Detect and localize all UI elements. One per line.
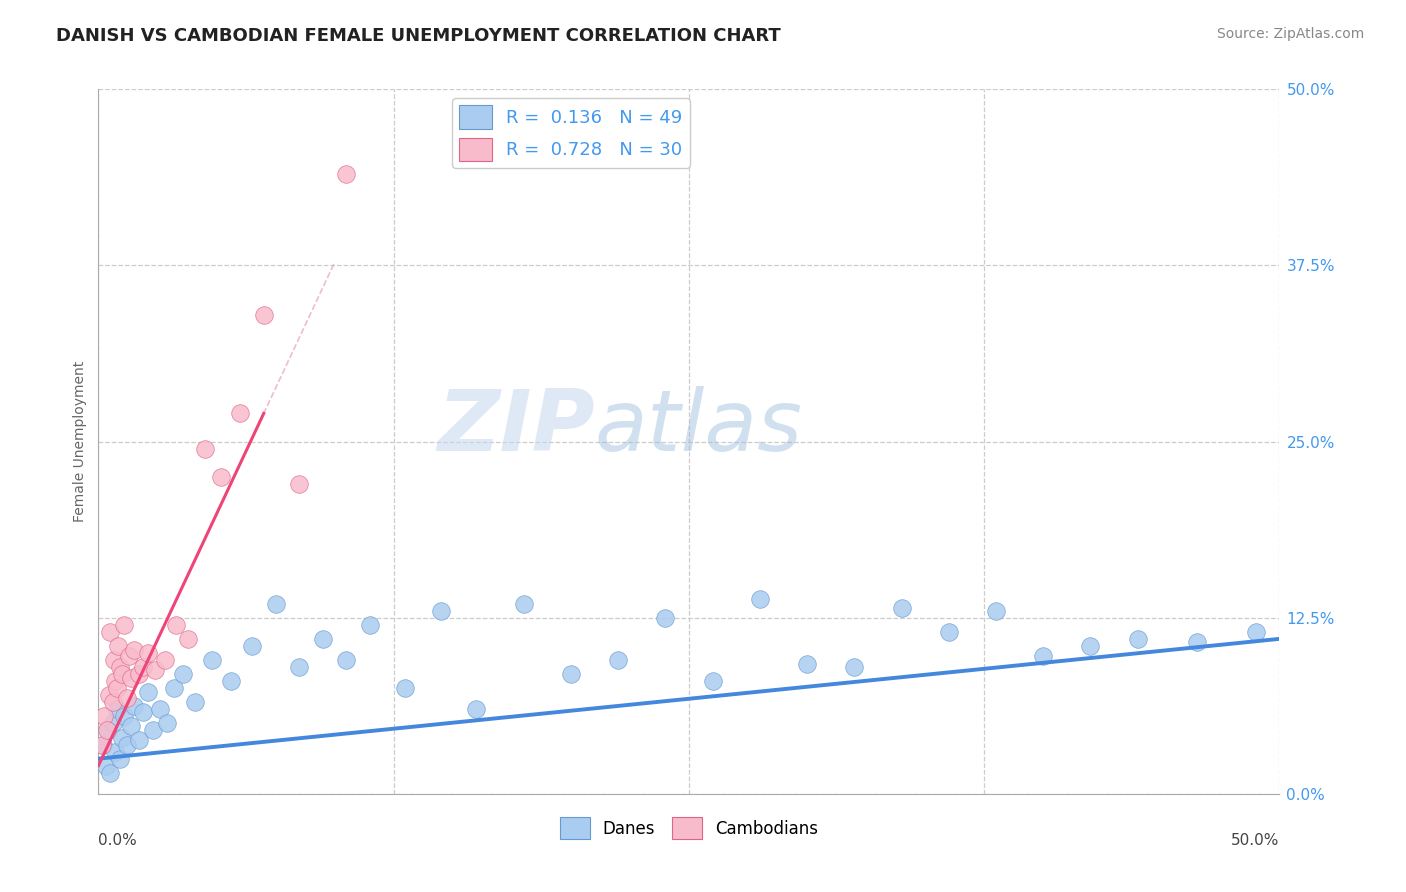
Point: [104, 674, 127, 689]
Point: [165, 617, 187, 632]
Point: [108, 660, 131, 674]
Point: [128, 733, 150, 747]
Point: [359, 617, 381, 632]
Point: [103, 653, 125, 667]
Point: [1126, 632, 1149, 646]
Point: [229, 406, 252, 420]
Point: [177, 632, 200, 646]
Point: [844, 660, 866, 674]
Point: [1080, 639, 1102, 653]
Point: [288, 660, 311, 674]
Point: [430, 604, 453, 618]
Point: [253, 308, 276, 322]
Point: [97, 723, 120, 738]
Point: [105, 681, 128, 696]
Point: [156, 716, 179, 731]
Point: [93, 709, 115, 723]
Point: [984, 604, 1007, 618]
Point: [136, 685, 159, 699]
Point: [512, 597, 534, 611]
Point: [136, 646, 159, 660]
Point: [149, 702, 172, 716]
Point: [118, 648, 141, 663]
Text: DANISH VS CAMBODIAN FEMALE UNEMPLOYMENT CORRELATION CHART: DANISH VS CAMBODIAN FEMALE UNEMPLOYMENT …: [56, 27, 780, 45]
Point: [115, 738, 138, 752]
Point: [121, 671, 143, 685]
Point: [98, 688, 121, 702]
Point: [607, 653, 630, 667]
Point: [143, 663, 166, 677]
Point: [98, 624, 121, 639]
Point: [335, 167, 357, 181]
Point: [163, 681, 186, 696]
Point: [122, 699, 145, 714]
Point: [132, 705, 155, 719]
Text: ZIP: ZIP: [437, 386, 595, 469]
Point: [702, 674, 724, 689]
Point: [288, 476, 311, 491]
Legend: Danes, Cambodians: Danes, Cambodians: [553, 811, 825, 846]
Point: [654, 610, 676, 624]
Point: [111, 731, 134, 745]
Point: [98, 765, 121, 780]
Point: [240, 639, 263, 653]
Point: [219, 674, 242, 689]
Y-axis label: Female Unemployment: Female Unemployment: [73, 361, 87, 522]
Text: Source: ZipAtlas.com: Source: ZipAtlas.com: [1216, 27, 1364, 41]
Point: [201, 653, 224, 667]
Point: [128, 667, 150, 681]
Point: [172, 667, 194, 681]
Point: [111, 667, 134, 681]
Point: [115, 691, 138, 706]
Point: [91, 738, 114, 752]
Text: 0.0%: 0.0%: [98, 832, 138, 847]
Point: [1185, 634, 1208, 648]
Point: [748, 592, 770, 607]
Point: [312, 632, 335, 646]
Point: [104, 745, 127, 759]
Point: [91, 738, 114, 752]
Point: [938, 624, 960, 639]
Point: [184, 695, 207, 709]
Point: [1032, 648, 1054, 663]
Point: [101, 716, 124, 731]
Point: [107, 639, 129, 653]
Point: [122, 643, 145, 657]
Point: [153, 653, 176, 667]
Point: [108, 751, 131, 765]
Point: [394, 681, 416, 696]
Text: 50.0%: 50.0%: [1232, 832, 1279, 847]
Point: [142, 723, 165, 738]
Point: [890, 600, 912, 615]
Point: [194, 442, 217, 456]
Point: [105, 702, 128, 716]
Point: [101, 695, 124, 709]
Point: [465, 702, 488, 716]
Point: [335, 653, 357, 667]
Text: atlas: atlas: [595, 386, 803, 469]
Point: [560, 667, 582, 681]
Point: [132, 660, 155, 674]
Point: [112, 617, 135, 632]
Point: [121, 719, 143, 733]
Point: [209, 469, 232, 483]
Point: [112, 709, 135, 723]
Point: [264, 597, 287, 611]
Point: [94, 758, 117, 772]
Point: [96, 723, 118, 738]
Point: [1244, 624, 1267, 639]
Point: [796, 657, 818, 672]
